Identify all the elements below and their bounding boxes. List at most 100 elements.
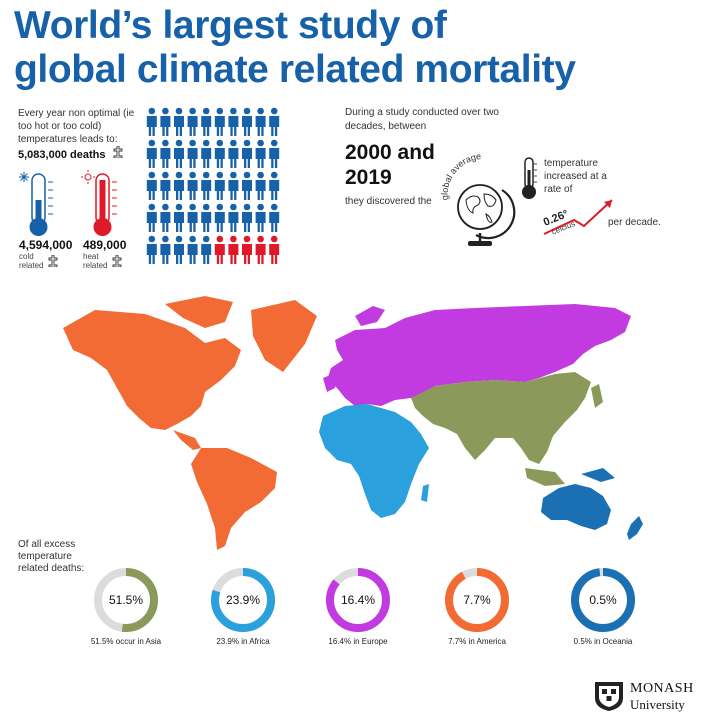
map-america [63,296,317,550]
heat-stat: 489,000 heat related [83,238,126,270]
person-icon [201,235,212,264]
map-africa [319,404,429,518]
sun-icon [81,170,95,184]
person-icon [201,139,212,168]
person-icon [174,171,184,200]
cold-thermometer-icon [29,173,53,236]
donut-caption: 7.7% in America [448,637,506,646]
map-europe [323,304,631,406]
person-icon [255,107,266,136]
person-icon [228,107,239,136]
person-icon [214,171,225,200]
person-icon [187,171,198,200]
donut-value: 16.4% [340,593,376,607]
person-icon [174,107,184,136]
snowflake-icon [19,172,29,182]
cold-label-1: cold [19,252,34,261]
map-asia [411,372,603,486]
title-line-2: global climate related mortality [14,48,576,91]
person-icon [242,139,252,168]
donut-chart: 16.4% [325,567,391,638]
donut-arc [326,568,390,632]
person-icon [242,203,252,232]
donut-caption: 51.5% occur in Asia [90,637,162,646]
person-icon [146,107,157,136]
cold-label-2: related [19,261,44,270]
person-icon [174,235,184,264]
person-icon [228,171,239,200]
temperature-text: temperature increased at a rate of [544,158,607,195]
gravestone-cross-icon [113,255,122,267]
person-icon [160,171,171,200]
cold-stat: 4,594,000 cold related [19,238,72,270]
person-icon [160,107,171,136]
person-icon [269,107,280,136]
person-icon [228,139,239,168]
person-icon [160,139,171,168]
person-icon [269,203,280,232]
person-icon [269,139,280,168]
donut-arc [94,568,158,632]
heat-label-2: related [83,261,108,270]
total-deaths: 5,083,000 deaths [18,149,106,161]
heat-value: 489,000 [83,238,127,252]
donut-chart: 7.7% [444,567,510,638]
person-icon [255,139,266,168]
donut-value: 0.5% [589,593,617,607]
person-icon [201,203,212,232]
map-oceania [541,468,643,540]
title-line-1: World’s largest study of [14,4,447,47]
donut-arc [571,568,635,632]
person-icon [228,203,239,232]
person-icon [201,171,212,200]
donut-value: 23.9% [225,593,261,607]
person-icon [214,203,225,232]
heat-thermometer-icon [93,173,117,236]
discovered-text: they discovered the [345,196,432,207]
person-icon [187,203,198,232]
person-icon [146,235,157,264]
gravestone-cross-icon [49,255,58,267]
study-block: During a study conducted over two decade… [345,106,515,209]
donut-arc [211,568,275,632]
person-icon [214,235,225,264]
intro-block: Every year non optimal (ie too hot or to… [18,107,144,162]
person-icon [187,107,198,136]
of-all-label: Of all excess temperature related deaths… [18,539,85,574]
person-icon [242,235,252,264]
donut-caption: 16.4% in Europe [328,637,388,646]
person-icon [228,235,239,264]
person-icon [146,139,157,168]
study-intro: During a study conducted over two decade… [345,107,499,132]
donut-caption: 0.5% in Oceania [573,637,633,646]
person-icon [214,139,225,168]
small-thermometer-icon [522,157,537,199]
person-icon [269,171,280,200]
person-icon [146,203,157,232]
globe-graphic: global average [440,151,516,246]
page-title: World’s largest study of global climate … [14,4,704,92]
person-icon [146,171,157,200]
donut-value: 51.5% [108,593,144,607]
person-icon [160,203,171,232]
years-line-1: 2000 and [345,141,435,164]
donut-arc [445,568,509,632]
gravestone-cross-icon [113,146,122,158]
years-line-2: 2019 [345,166,392,189]
thermometers-graphic [19,170,117,236]
donut-caption: 23.9% in Africa [216,637,270,646]
person-icon [255,203,266,232]
heat-label-1: heat [83,252,99,261]
per-decade: per decade. [608,217,661,228]
person-icon [187,235,198,264]
donut-chart: 51.5% [93,567,159,638]
intro-text: Every year non optimal (ie too hot or to… [18,108,135,145]
person-icon [174,203,184,232]
people-grid [146,107,280,264]
person-icon [255,171,266,200]
globe-icon [457,184,516,246]
person-icon [214,107,225,136]
person-icon [269,235,280,264]
rate-graphic: 0.26° celcius [542,199,613,237]
person-icon [242,171,252,200]
